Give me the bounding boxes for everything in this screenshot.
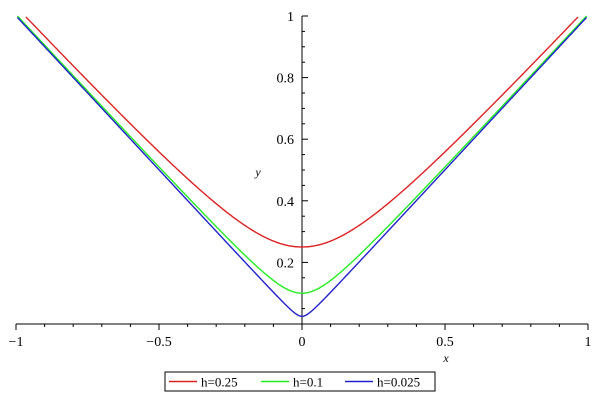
series-line-0 bbox=[25, 16, 579, 248]
y-tick-label: 0.4 bbox=[277, 195, 295, 210]
axes bbox=[15, 15, 589, 330]
legend: h=0.25 h=0.1 h=0.025 bbox=[164, 371, 436, 392]
series-line-2 bbox=[16, 16, 588, 318]
y-tick-label: 0.8 bbox=[277, 72, 295, 87]
y-tick-label: 1 bbox=[287, 10, 294, 25]
x-tick-label: −0.5 bbox=[146, 335, 171, 350]
legend-label-0: h=0.25 bbox=[201, 375, 238, 390]
x-axis-label: x bbox=[442, 351, 449, 365]
y-axis-label: y bbox=[254, 165, 261, 179]
x-tick-label: 0 bbox=[299, 335, 306, 350]
x-tick-label: 1 bbox=[585, 335, 592, 350]
legend-box bbox=[164, 371, 436, 392]
y-tick-label: 0.6 bbox=[277, 133, 295, 148]
series-line-1 bbox=[16, 15, 588, 294]
x-tick-label: 0.5 bbox=[436, 335, 454, 350]
y-tick-label: 0.2 bbox=[277, 256, 295, 271]
legend-label-1: h=0.1 bbox=[293, 375, 323, 390]
series-curves bbox=[16, 15, 588, 318]
x-tick-label: −1 bbox=[9, 335, 24, 350]
legend-label-2: h=0.025 bbox=[377, 375, 420, 390]
tick-labels: −1 −0.5 0 0.5 1 0.2 0.4 0.6 0.8 1 bbox=[9, 10, 592, 350]
